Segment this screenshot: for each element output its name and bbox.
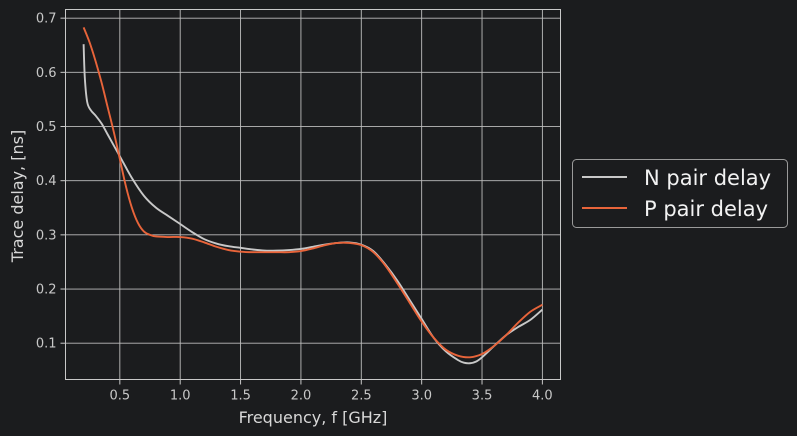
legend: N pair delay P pair delay [572, 159, 788, 228]
grid [65, 9, 561, 380]
ticks [60, 17, 543, 385]
x-tick-label: 1.5 [230, 389, 251, 404]
x-tick-label: 2.0 [291, 389, 312, 404]
y-tick-label: 0.5 [36, 120, 57, 135]
y-tick-label: 0.4 [36, 174, 57, 189]
y-tick-label: 0.7 [36, 12, 57, 27]
x-tick-label: 4.0 [532, 389, 553, 404]
legend-label-n-pair: N pair delay [644, 166, 771, 190]
x-tick-label: 1.0 [170, 389, 191, 404]
series-line-p-pair [82, 27, 543, 359]
x-axis-label: Frequency, f [GHz] [239, 408, 388, 427]
tick-labels: 0.5 1.0 1.5 2.0 2.5 3.0 3.5 4.0 0.1 0.2 0.3 0.4 0.5 0… [36, 12, 553, 404]
x-tick-label: 2.5 [351, 389, 372, 404]
y-axis-label: Trace delay, [ns] [8, 130, 27, 263]
y-tick-label: 0.2 [36, 283, 57, 298]
x-tick-label: 3.0 [411, 389, 432, 404]
plot-frame [65, 9, 561, 380]
legend-label-p-pair: P pair delay [644, 197, 768, 221]
y-tick-label: 0.6 [36, 66, 57, 81]
series-line-n-pair [82, 44, 544, 365]
y-tick-label: 0.3 [36, 228, 57, 243]
x-tick-label: 0.5 [109, 389, 130, 404]
x-tick-label: 3.5 [472, 389, 493, 404]
y-tick-label: 0.1 [36, 337, 57, 352]
series-layer [82, 27, 544, 365]
